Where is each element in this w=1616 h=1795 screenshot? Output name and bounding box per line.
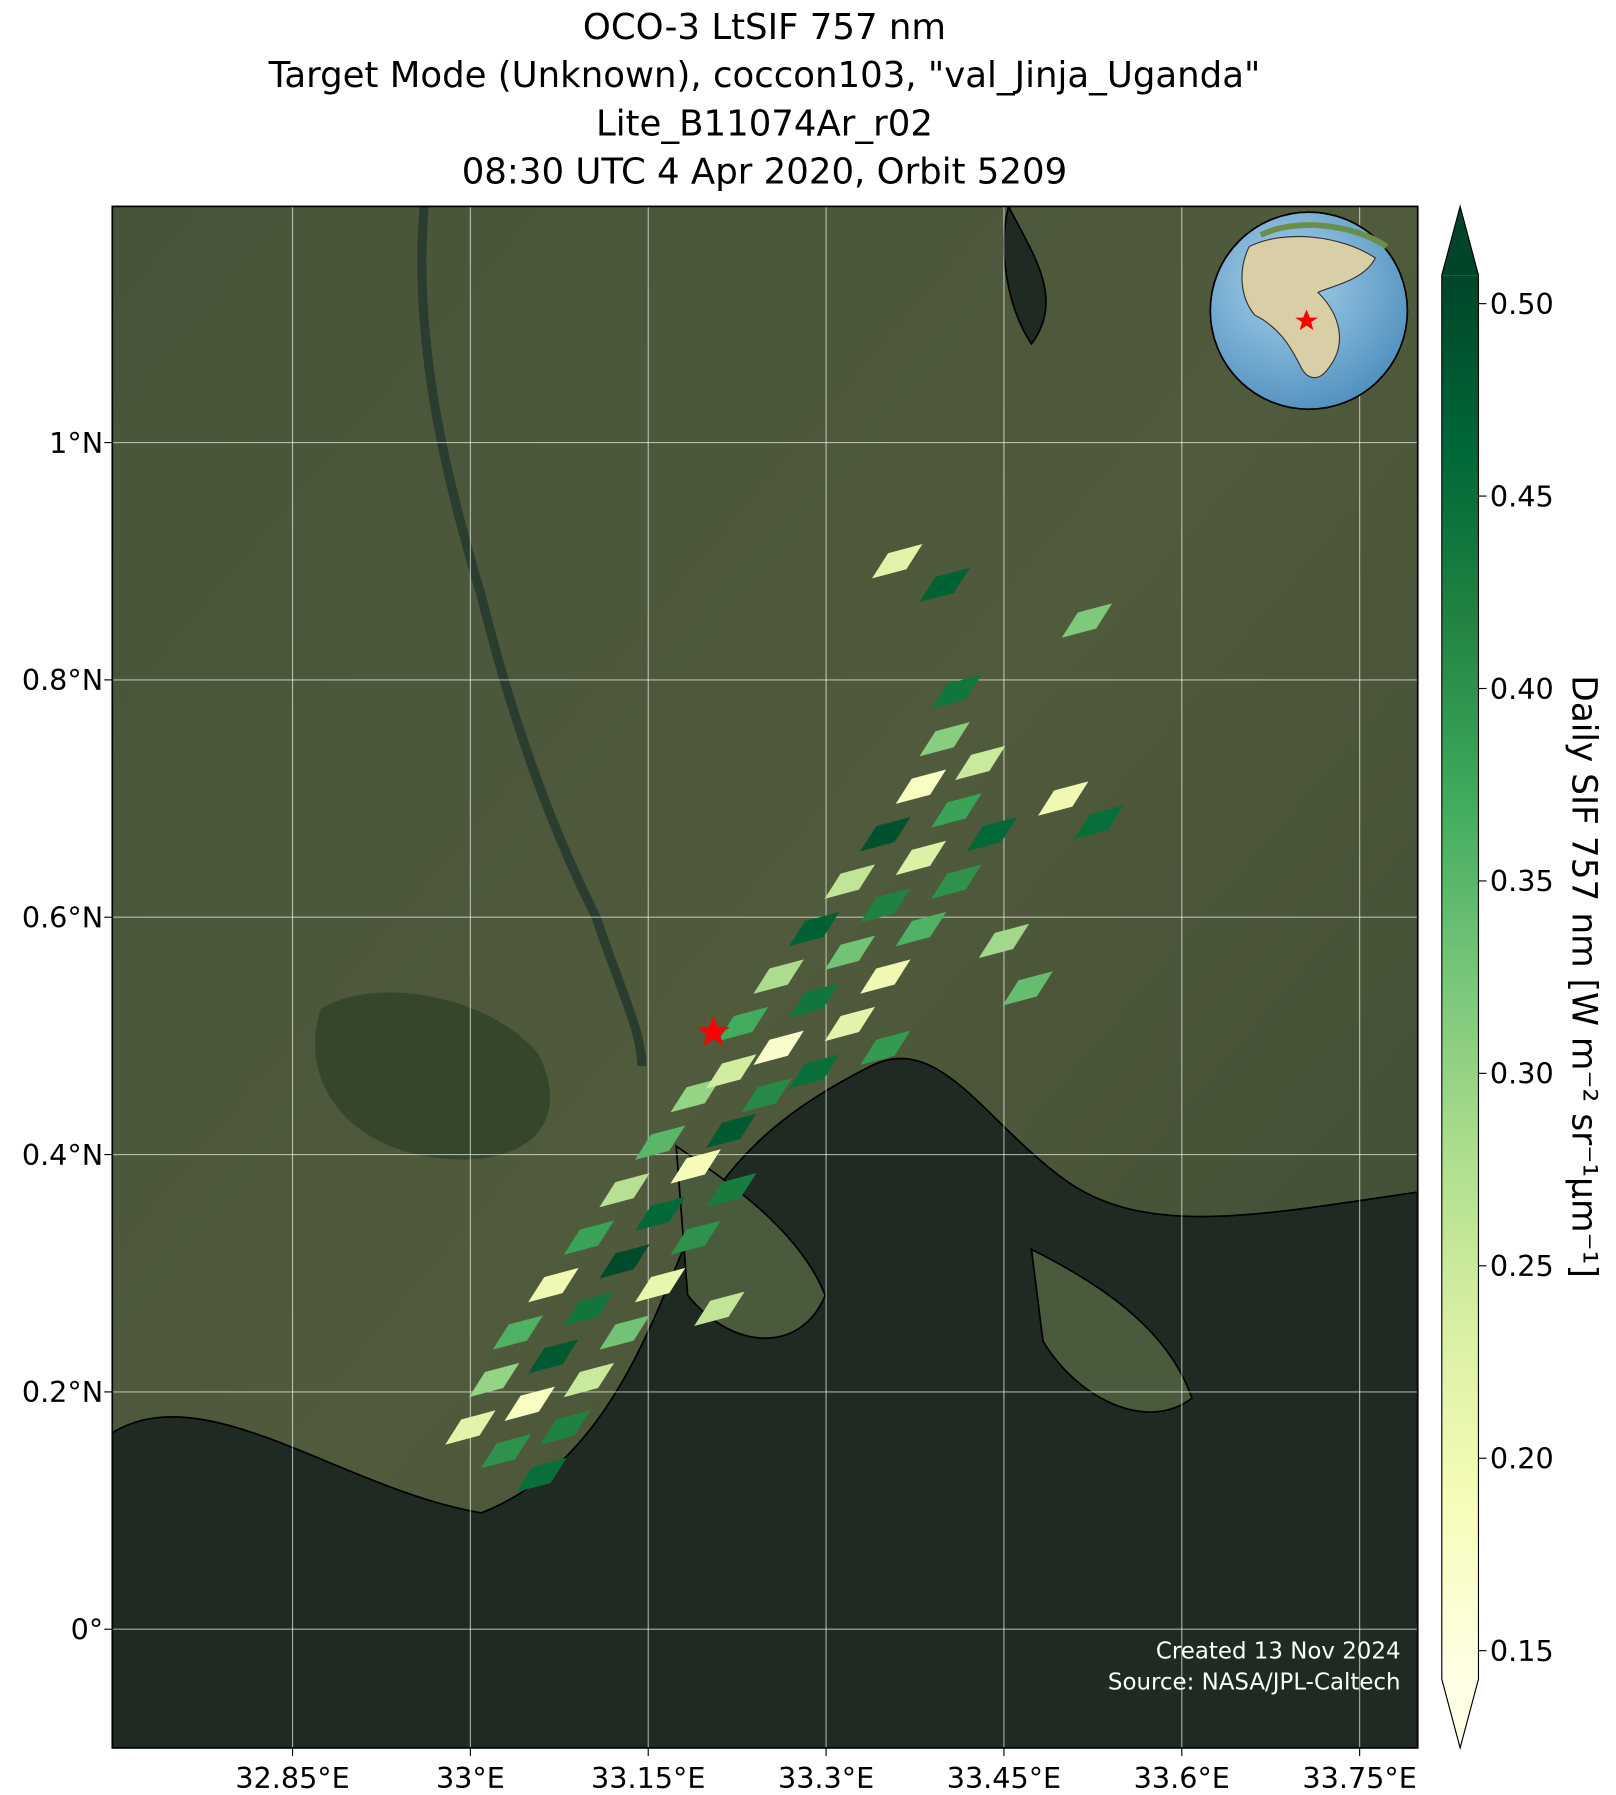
sif-cell — [694, 1291, 745, 1327]
sif-cell — [717, 1006, 769, 1042]
sif-cell — [895, 769, 947, 804]
sif-cell — [670, 1220, 721, 1255]
sif-cell — [919, 722, 970, 757]
sif-cell — [528, 1267, 579, 1303]
y-tick-label: 0° — [71, 1613, 104, 1647]
sif-cell — [895, 840, 947, 876]
sif-cell — [634, 1267, 686, 1303]
grid — [112, 206, 1418, 1748]
sif-cell — [789, 1054, 840, 1089]
colorbar-outline — [1441, 204, 1480, 1751]
x-tick-label: 33.3°E — [778, 1761, 874, 1795]
sif-cell — [895, 911, 947, 947]
sif-cell — [860, 816, 911, 852]
annotation: Created 13 Nov 2024 — [1156, 1639, 1401, 1665]
sif-cell — [931, 793, 982, 828]
sif-cell — [860, 1030, 911, 1065]
sif-cell — [706, 1054, 757, 1089]
inset-globe — [1209, 211, 1409, 411]
colorbar: 0.15 0.20 0.25 0.30 0.35 0.40 0.45 0.50 Daily SI… — [1441, 204, 1603, 1751]
sif-cell — [540, 1410, 591, 1445]
x-tick-label: 33.6°E — [1134, 1761, 1230, 1795]
sif-cell — [599, 1244, 650, 1279]
y-tick-label: 0.2°N — [22, 1375, 103, 1409]
sif-cell — [931, 864, 982, 899]
sif-cell — [789, 911, 840, 947]
colorbar-label: Daily SIF 757 nm [W m⁻² sr⁻¹μm⁻¹] — [1563, 675, 1603, 1278]
sif-cell — [563, 1362, 615, 1398]
sif-cell — [1061, 603, 1113, 638]
sif-cell — [789, 983, 840, 1018]
y-tick-label: 1°N — [49, 426, 103, 460]
sif-cell — [599, 1172, 650, 1208]
sif-cell — [528, 1339, 579, 1374]
sif-cell — [931, 674, 982, 709]
colorbar-tick-label: 0.50 — [1490, 287, 1554, 321]
sif-cell — [1073, 805, 1124, 840]
chart-title: 08:30 UTC 4 Apr 2020, Orbit 5209 — [462, 151, 1067, 192]
sif-cell — [824, 935, 876, 971]
sif-cell — [706, 1172, 757, 1208]
colorbar-tick-label: 0.45 — [1490, 479, 1554, 513]
y-tick-label: 0.8°N — [22, 663, 103, 697]
sif-cell — [753, 1030, 804, 1065]
sif-cell — [860, 959, 911, 994]
chart-title: OCO-3 LtSIF 757 nm — [583, 7, 946, 48]
sif-cell — [955, 745, 1006, 781]
sif-cell — [1002, 971, 1053, 1006]
swath — [445, 544, 1124, 1493]
colorbar-tick-label: 0.20 — [1490, 1442, 1554, 1476]
target-site — [697, 1015, 730, 1047]
x-tick-label: 33.45°E — [947, 1761, 1061, 1795]
sif-cell — [706, 1113, 757, 1149]
sif-cell — [966, 816, 1018, 852]
colorbar-tick-label: 0.30 — [1490, 1057, 1554, 1091]
sif-cell — [824, 864, 876, 899]
sif-cell — [563, 1291, 615, 1327]
axes-frame — [111, 205, 1419, 1749]
chart-title: Target Mode (Unknown), coccon103, "val_J… — [268, 55, 1261, 96]
sif-cell — [634, 1196, 686, 1232]
x-tick-label: 33.15°E — [591, 1761, 705, 1795]
sif-cell — [872, 544, 923, 579]
colorbar-body — [1441, 275, 1479, 1680]
colorbar-tick-label: 0.25 — [1490, 1249, 1554, 1283]
sif-cell — [492, 1315, 544, 1350]
sif-cell — [753, 959, 804, 994]
sif-cell — [599, 1315, 650, 1350]
sif-cell — [860, 888, 911, 923]
x-tick-label: 33.75°E — [1302, 1761, 1416, 1795]
colorbar-extend-min — [1441, 1679, 1479, 1748]
sif-cell — [670, 1149, 721, 1184]
colorbar-tick-label: 0.40 — [1490, 672, 1554, 706]
x-tick-label: 33°E — [436, 1761, 505, 1795]
y-tick-label: 0.6°N — [22, 901, 103, 935]
sif-cell — [563, 1220, 615, 1255]
sif-cell — [1037, 781, 1089, 816]
sif-cell — [504, 1386, 555, 1421]
colorbar-tick-label: 0.15 — [1490, 1634, 1554, 1668]
sif-cell — [919, 567, 970, 603]
sif-cell — [480, 1434, 532, 1469]
sif-cell — [634, 1125, 686, 1160]
sif-cell — [468, 1362, 520, 1398]
annotation: Source: NASA/JPL-Caltech — [1108, 1669, 1401, 1695]
chart-title: Lite_B11074Ar_r02 — [596, 103, 933, 144]
sif-cell — [445, 1410, 496, 1445]
sif-cell — [824, 1006, 876, 1042]
sif-cell — [978, 923, 1030, 959]
colorbar-tick-label: 0.35 — [1490, 864, 1554, 898]
x-tick-label: 32.85°E — [235, 1761, 349, 1795]
sif-cell — [741, 1078, 793, 1113]
colorbar-extend-max — [1441, 206, 1479, 276]
basemap — [112, 206, 1418, 1748]
y-tick-label: 0.4°N — [22, 1138, 103, 1172]
sif-cell — [516, 1457, 567, 1493]
